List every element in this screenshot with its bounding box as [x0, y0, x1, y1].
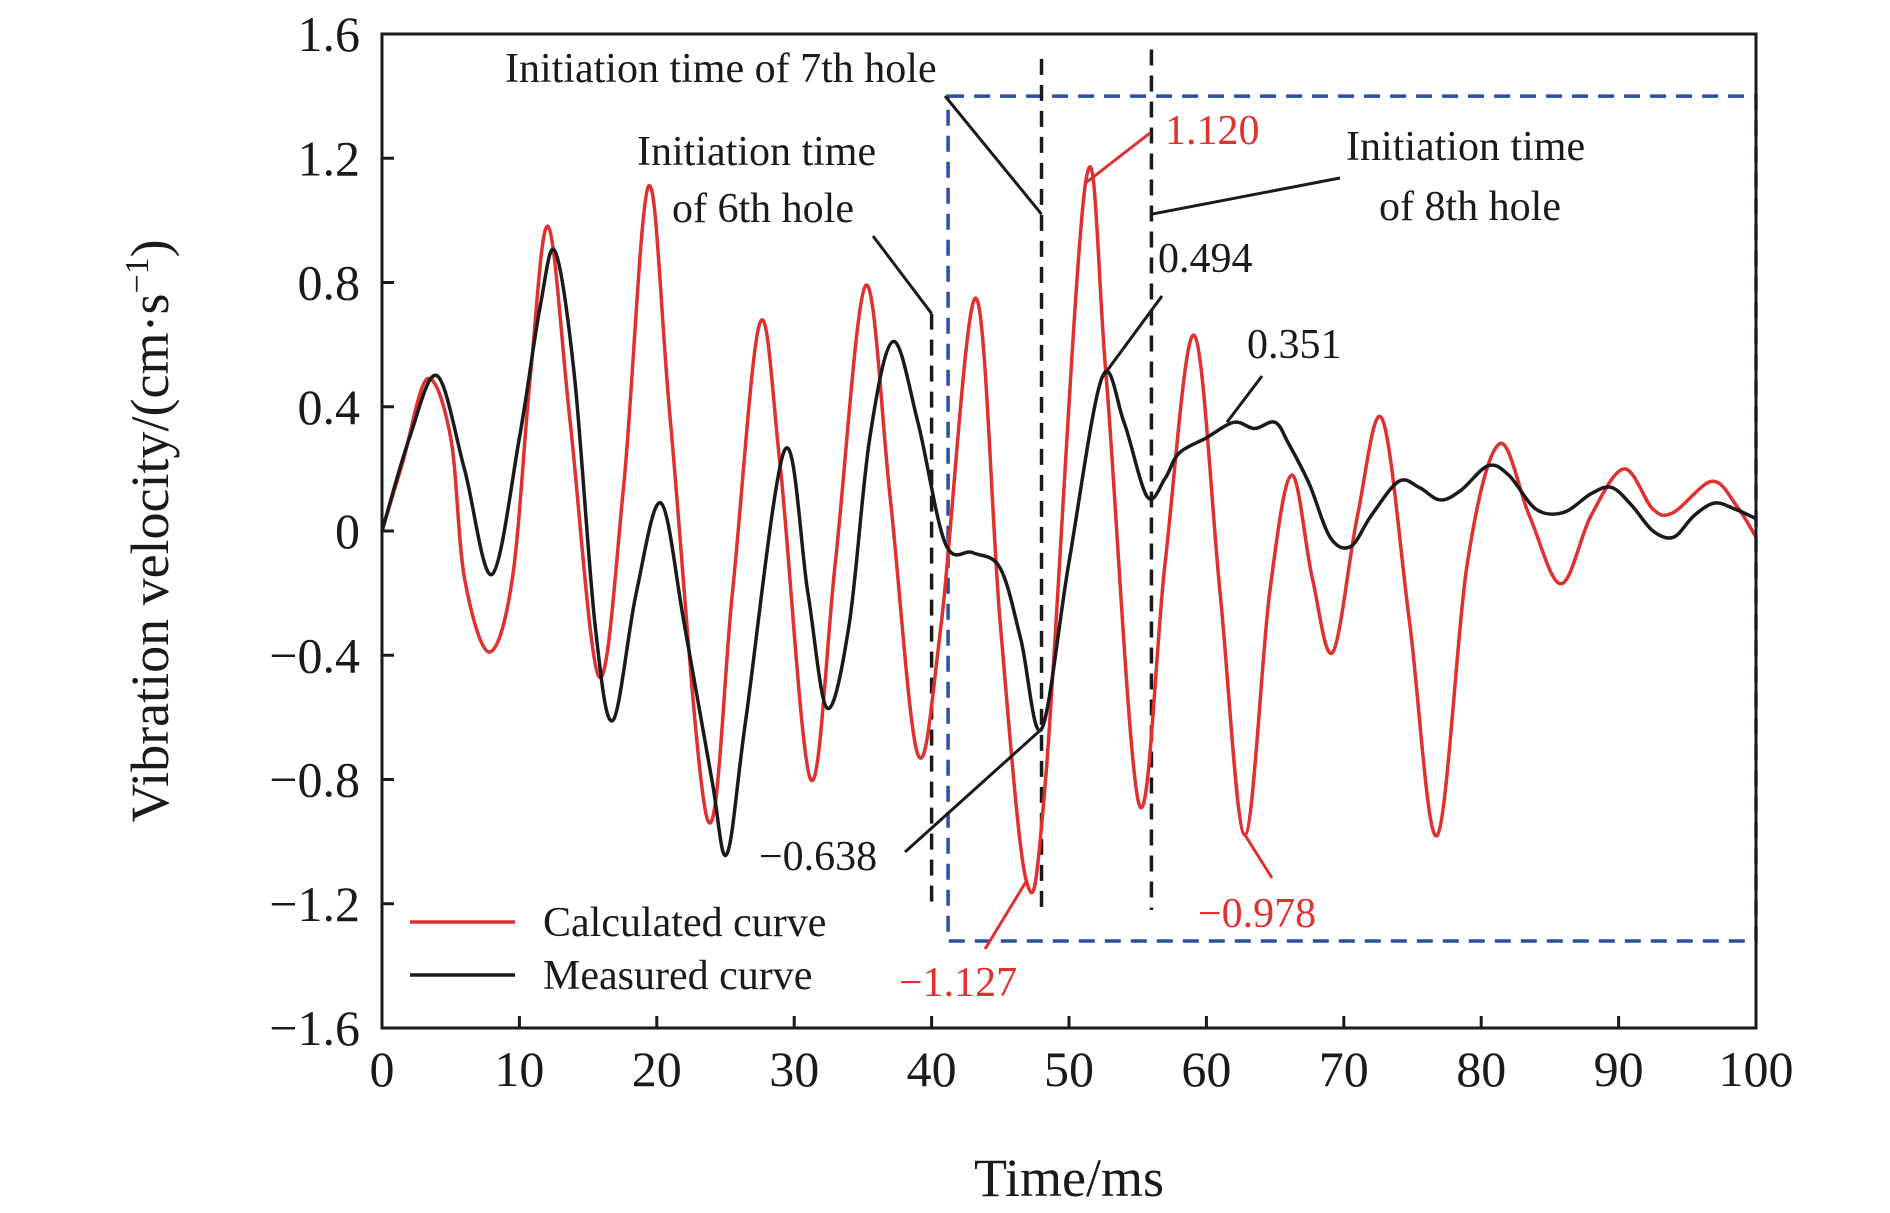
annotation-8th-hole-line2: of 8th hole — [1379, 184, 1561, 230]
x-tick-label-60: 60 — [1181, 1041, 1231, 1097]
legend: Calculated curve Measured curve — [410, 900, 826, 999]
y-tick-label-7: −1.2 — [269, 876, 360, 932]
y-tick-label-3: 0.4 — [298, 379, 361, 435]
annotation-6th-hole-line2: of 6th hole — [672, 186, 854, 232]
x-tick-label-90: 90 — [1594, 1041, 1644, 1097]
leader-lines-layer — [871, 95, 1341, 950]
leader-8th-hole — [1151, 176, 1341, 216]
y-tick-label-6: −0.8 — [269, 752, 360, 808]
x-tick-label-20: 20 — [632, 1041, 682, 1097]
y-axis-title-sup: −1 — [119, 257, 156, 293]
leader-0978 — [1243, 833, 1274, 879]
x-axis-title: Time/ms — [974, 1148, 1164, 1208]
y-tick-label-4: 0 — [335, 503, 360, 559]
legend-label-calculated: Calculated curve — [543, 900, 826, 946]
annotation-7th-hole: Initiation time of 7th hole — [505, 46, 937, 92]
x-tick-label-10: 10 — [494, 1041, 544, 1097]
y-axis-title-main: Vibration velocity/(cm·s — [120, 294, 180, 823]
leader-1120 — [1084, 131, 1151, 185]
label-peak-0494: 0.494 — [1158, 236, 1253, 282]
annotation-6th-hole-line1: Initiation time — [637, 129, 876, 175]
leader-0494 — [1100, 295, 1164, 379]
x-tick-label-30: 30 — [769, 1041, 819, 1097]
x-tick-label-100: 100 — [1719, 1041, 1794, 1097]
initiation-lines-layer — [929, 49, 1154, 910]
leader-7th-hole — [943, 95, 1043, 216]
ticks-layer: 0 10 20 30 40 50 60 70 80 90 100 1.6 1.2 0.8 0.4 0 −0.4 −… — [269, 6, 1793, 1097]
y-axis-title: Vibration velocity/(cm·s−1) — [119, 239, 180, 822]
highlight-box — [946, 94, 1758, 943]
y-tick-label-2: 0.8 — [298, 255, 361, 311]
x-tick-label-50: 50 — [1044, 1041, 1094, 1097]
x-tick-label-70: 70 — [1319, 1041, 1369, 1097]
series-layer — [380, 165, 1758, 895]
legend-label-measured: Measured curve — [543, 953, 812, 999]
highlight-box-layer — [946, 94, 1758, 943]
label-trough-0638: −0.638 — [759, 834, 877, 880]
label-trough-1127: −1.127 — [899, 960, 1017, 1006]
y-tick-label-5: −0.4 — [269, 627, 360, 683]
annotation-8th-hole-line1: Initiation time — [1346, 124, 1585, 170]
y-tick-label-1: 1.2 — [298, 130, 361, 186]
x-tick-label-80: 80 — [1456, 1041, 1506, 1097]
label-peak-0351: 0.351 — [1247, 322, 1342, 368]
y-tick-label-0: 1.6 — [298, 6, 361, 62]
leader-1127 — [983, 880, 1028, 950]
x-tick-label-40: 40 — [907, 1041, 957, 1097]
leader-6th-hole — [871, 235, 933, 315]
y-axis-title-close: ) — [120, 239, 180, 257]
y-tick-label-8: −1.6 — [269, 1000, 360, 1056]
leader-0351 — [1225, 375, 1264, 424]
measured-curve-line — [380, 247, 1757, 858]
label-peak-1120: 1.120 — [1165, 108, 1260, 154]
label-trough-0978: −0.978 — [1198, 891, 1316, 937]
x-tick-label-0: 0 — [370, 1041, 395, 1097]
leader-0638 — [903, 728, 1043, 854]
